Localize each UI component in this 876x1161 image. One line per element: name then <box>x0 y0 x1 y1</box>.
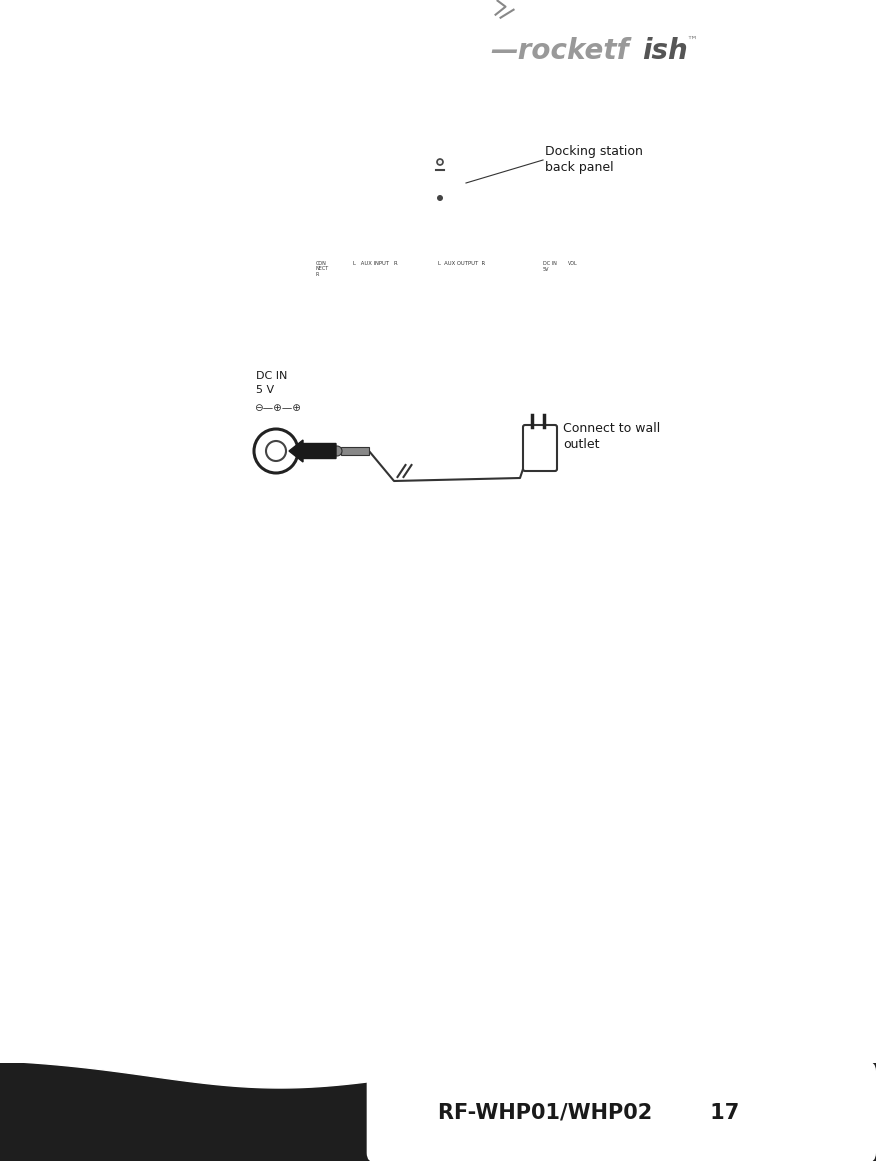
Circle shape <box>322 290 338 307</box>
Circle shape <box>332 446 342 456</box>
Text: Connect the AC adapter plug to a wall outlet.: Connect the AC adapter plug to a wall ou… <box>103 529 449 545</box>
Text: Docking station
back panel: Docking station back panel <box>545 145 643 174</box>
Text: To connect the AC adapter to your docking station:: To connect the AC adapter to your dockin… <box>83 147 521 163</box>
Text: Do not install non-rechargeable batteries.: Do not install non-rechargeable batterie… <box>168 805 488 819</box>
Bar <box>0 1063 876 1161</box>
Polygon shape <box>416 166 464 230</box>
Text: L  AUX OUTPUT  R: L AUX OUTPUT R <box>438 261 485 266</box>
Polygon shape <box>427 176 453 219</box>
Text: Make sure that all batteries are installed correctly.: Make sure that all batteries are install… <box>168 828 554 843</box>
Text: L   AUX INPUT   R: L AUX INPUT R <box>353 261 398 266</box>
Circle shape <box>508 290 524 307</box>
Text: ™: ™ <box>687 36 697 46</box>
Text: Notes:: Notes: <box>148 778 207 793</box>
Text: DC IN
5V: DC IN 5V <box>543 261 557 272</box>
Text: CON
NECT
R: CON NECT R <box>316 261 329 276</box>
Text: ⊖—⊕—⊕: ⊖—⊕—⊕ <box>254 403 301 413</box>
Bar <box>0 0 876 98</box>
FancyBboxPatch shape <box>232 345 634 512</box>
Text: 5 V: 5 V <box>256 385 274 395</box>
Text: •: • <box>148 805 157 819</box>
Text: ish: ish <box>643 37 689 65</box>
Text: Installing or replacing headphone batteries: Installing or replacing headphone batter… <box>83 670 629 690</box>
Text: completed.: completed. <box>113 571 195 586</box>
Circle shape <box>448 290 464 307</box>
Circle shape <box>437 195 443 201</box>
Text: Using your system: Using your system <box>83 618 432 651</box>
Text: 1: 1 <box>77 178 88 193</box>
Text: •: • <box>148 828 157 843</box>
FancyArrow shape <box>289 440 336 462</box>
FancyBboxPatch shape <box>523 425 557 471</box>
Text: battery is housed in the left earpiece and one battery is housed in the: battery is housed in the left earpiece a… <box>140 728 705 743</box>
Text: Connect to wall
outlet: Connect to wall outlet <box>563 421 661 450</box>
Text: RF-WHP01/WHP02        17: RF-WHP01/WHP02 17 <box>438 1102 739 1122</box>
Circle shape <box>266 441 286 461</box>
Bar <box>341 447 369 455</box>
Text: The headphones are powered by two AA rechargeable batteries. One: The headphones are powered by two AA rec… <box>140 708 698 723</box>
Text: 2: 2 <box>77 529 88 545</box>
Text: right earpiece.: right earpiece. <box>140 748 258 763</box>
FancyBboxPatch shape <box>304 244 592 320</box>
Text: DC IN: DC IN <box>256 372 287 381</box>
Circle shape <box>418 290 434 307</box>
Text: Caution:: Caution: <box>113 553 182 568</box>
Circle shape <box>254 430 298 473</box>
Text: VOL: VOL <box>568 261 578 266</box>
Bar <box>426 226 454 250</box>
Circle shape <box>378 290 394 307</box>
Circle shape <box>358 290 374 307</box>
Text: Connect the AC adapter connector to the docking station DC IN jack.: Connect the AC adapter connector to the … <box>103 178 630 193</box>
Circle shape <box>555 290 571 307</box>
FancyBboxPatch shape <box>367 1061 876 1161</box>
Circle shape <box>468 290 484 307</box>
Text: —rocketf: —rocketf <box>491 37 629 65</box>
Polygon shape <box>0 71 876 128</box>
Text: Plug the AC adapter into the wall outlet only after all other connections are: Plug the AC adapter into the wall outlet… <box>168 553 720 568</box>
Polygon shape <box>0 0 876 1088</box>
Circle shape <box>437 159 443 165</box>
